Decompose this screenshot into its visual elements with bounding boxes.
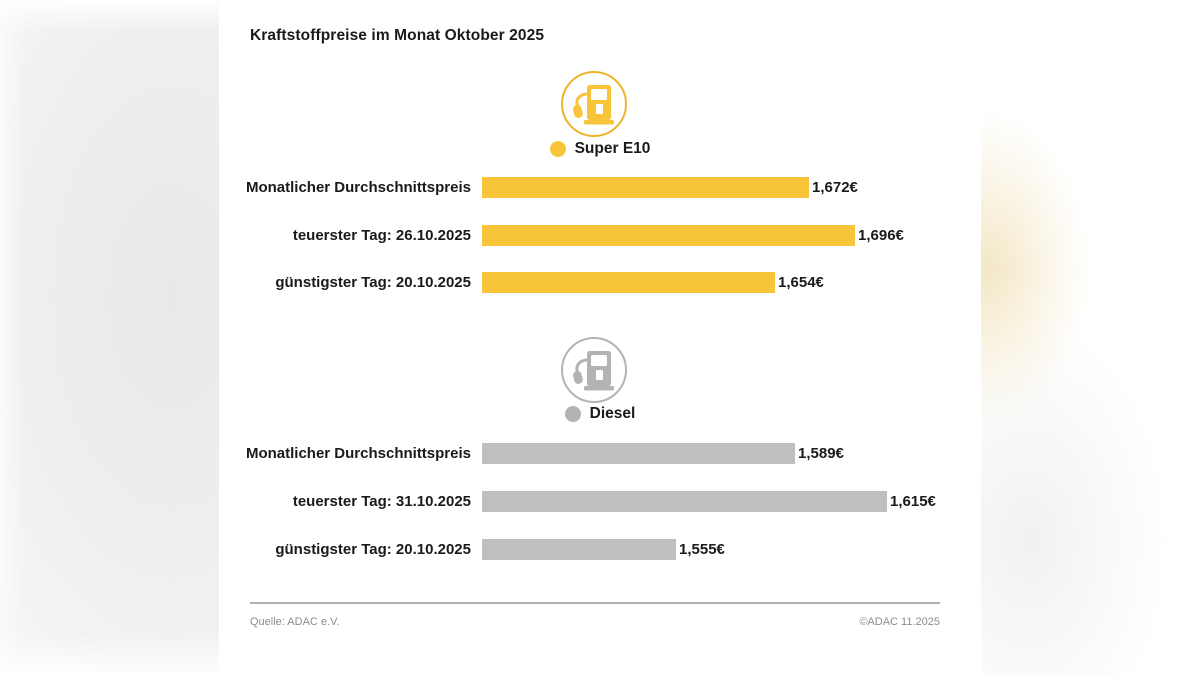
bar-value-label: 1,615€ [890, 493, 936, 510]
bar-category-label: Monatlicher Durchschnittspreis [245, 179, 471, 196]
legend-diesel: Diesel [219, 405, 981, 423]
bar-diesel-min [482, 539, 676, 560]
infographic-content: Kraftstoffpreise im Monat Oktober 2025 S… [219, 0, 981, 675]
bar-super-max [482, 225, 855, 246]
background-blur-right [981, 0, 1200, 675]
bar-value-label: 1,589€ [798, 445, 844, 462]
bar-row-diesel-max: teuerster Tag: 31.10.2025 1,615€ [219, 491, 981, 512]
legend-super-e10: Super E10 [219, 140, 981, 158]
bar-value-label: 1,696€ [858, 227, 904, 244]
footer-divider [250, 602, 940, 604]
bar-diesel-max [482, 491, 887, 512]
page-title: Kraftstoffpreise im Monat Oktober 2025 [250, 27, 545, 44]
bar-row-super-min: günstigster Tag: 20.10.2025 1,654€ [219, 272, 981, 293]
bar-row-diesel-min: günstigster Tag: 20.10.2025 1,555€ [219, 539, 981, 560]
bar-value-label: 1,672€ [812, 179, 858, 196]
bar-category-label: günstigster Tag: 20.10.2025 [275, 541, 471, 558]
bar-category-label: teuerster Tag: 31.10.2025 [292, 493, 471, 510]
footer-copyright: ©ADAC 11.2025 [859, 616, 940, 628]
bar-row-super-avg: Monatlicher Durchschnittspreis 1,672€ [219, 177, 981, 198]
bar-super-min [482, 272, 775, 293]
bar-category-label: teuerster Tag: 26.10.2025 [292, 227, 471, 244]
background-blur-left [0, 0, 219, 675]
bar-row-diesel-avg: Monatlicher Durchschnittspreis 1,589€ [219, 443, 981, 464]
legend-label-super-e10: Super E10 [574, 140, 651, 157]
bar-value-label: 1,555€ [679, 541, 725, 558]
legend-dot-diesel [564, 406, 581, 422]
bar-category-label: günstigster Tag: 20.10.2025 [275, 274, 471, 291]
bar-value-label: 1,654€ [778, 274, 824, 291]
bar-super-avg [482, 177, 809, 198]
legend-label-diesel: Diesel [589, 405, 636, 422]
fuel-pump-icon-diesel [561, 337, 627, 403]
fuel-pump-icon-super-e10 [561, 71, 627, 137]
bar-row-super-max: teuerster Tag: 26.10.2025 1,696€ [219, 225, 981, 246]
bar-category-label: Monatlicher Durchschnittspreis [245, 445, 471, 462]
legend-dot-super-e10 [549, 141, 566, 157]
footer-source: Quelle: ADAC e.V. [250, 616, 340, 628]
bar-diesel-avg [482, 443, 795, 464]
